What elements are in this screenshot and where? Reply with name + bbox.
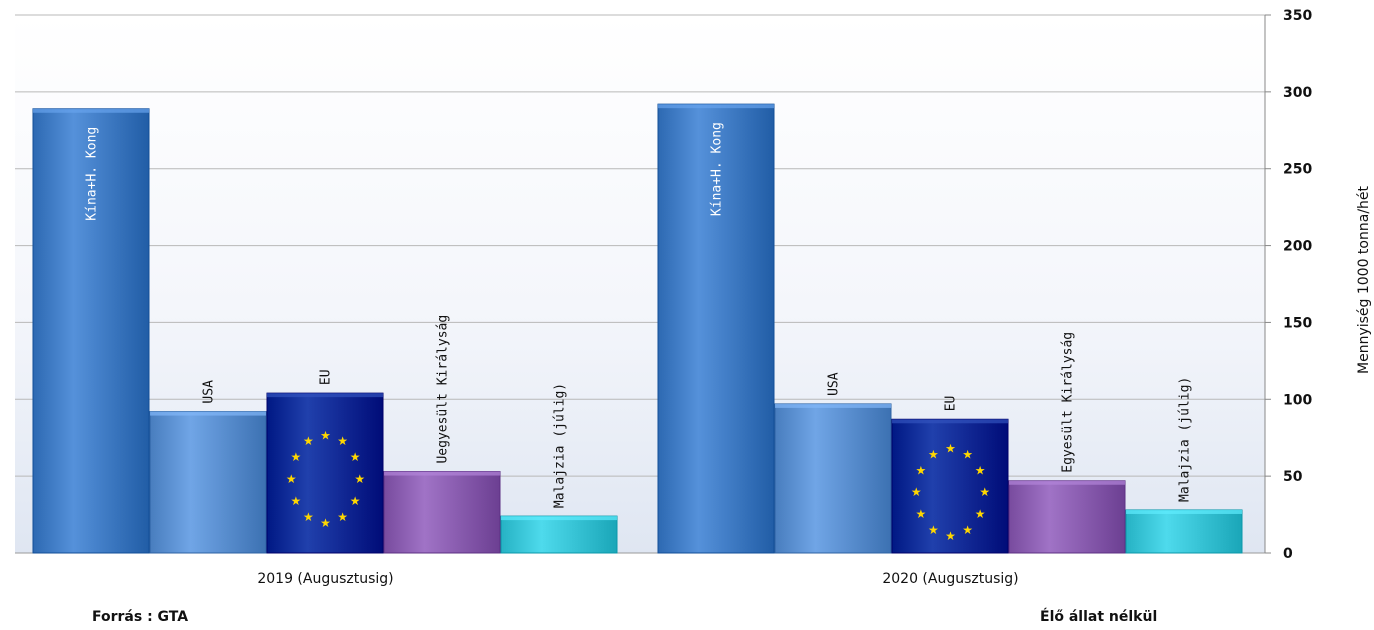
bar-label: EU bbox=[944, 396, 959, 412]
bar-top-highlight bbox=[1009, 480, 1125, 485]
bar-usa bbox=[774, 403, 892, 554]
eu-star-icon: ★ bbox=[945, 529, 956, 543]
y-tick-label: 200 bbox=[1283, 239, 1312, 255]
bar-label: USA bbox=[827, 372, 842, 396]
eu-star-icon: ★ bbox=[915, 507, 926, 521]
y-tick-label: 250 bbox=[1283, 162, 1312, 178]
bar-eu bbox=[891, 418, 1009, 554]
bar-uk bbox=[1008, 480, 1126, 554]
source-note: Forrás : GTA bbox=[92, 609, 189, 625]
bar-top-highlight bbox=[33, 108, 149, 113]
eu-star-icon: ★ bbox=[975, 507, 986, 521]
bar-labels: Kína+H. Kong USA EU Uegyesült Királyság Mala… bbox=[85, 122, 1193, 508]
bar-malaysia bbox=[500, 515, 618, 554]
bars: ★ ★★★★★★★★★★★★ ★★★★★★★★★★★ bbox=[32, 103, 1243, 554]
eu-star-icon: ★ bbox=[337, 510, 348, 524]
eu-star-icon: ★ bbox=[350, 494, 361, 508]
eu-star-icon: ★ bbox=[928, 447, 939, 461]
bar-top-highlight bbox=[150, 411, 266, 416]
eu-star-icon: ★ bbox=[290, 494, 301, 508]
y-tick-label: 100 bbox=[1283, 392, 1312, 408]
y-tick-label: 0 bbox=[1283, 546, 1293, 562]
y-axis-title: Mennyiség 1000 tonna/hét bbox=[1356, 185, 1372, 374]
bar-top-highlight bbox=[892, 419, 1008, 424]
y-axis: 0 50 100 150 200 250 300 350 bbox=[1264, 8, 1312, 562]
bar-eu bbox=[266, 392, 384, 554]
eu-star-icon: ★ bbox=[286, 472, 297, 486]
bar-label: Malajzia (júlig) bbox=[553, 383, 568, 508]
eu-star-icon: ★ bbox=[303, 434, 314, 448]
bar-uk bbox=[383, 471, 501, 554]
eu-star-icon: ★ bbox=[928, 523, 939, 537]
eu-star-icon: ★ bbox=[962, 523, 973, 537]
eu-star-icon: ★ bbox=[303, 510, 314, 524]
eu-star-icon: ★ bbox=[290, 450, 301, 464]
y-tick-label: 50 bbox=[1283, 469, 1303, 485]
eu-star-icon: ★ bbox=[975, 463, 986, 477]
bar-top-highlight bbox=[384, 471, 500, 476]
y-tick-label: 300 bbox=[1283, 85, 1312, 101]
category-label: 2019 (Augusztusig) bbox=[257, 571, 393, 587]
bar-china bbox=[657, 103, 775, 554]
bar-label: Egyesült Királyság bbox=[1061, 332, 1076, 473]
bar-china bbox=[32, 108, 150, 554]
bar-top-highlight bbox=[658, 104, 774, 109]
bar-malaysia bbox=[1125, 509, 1243, 554]
bar-top-highlight bbox=[501, 516, 617, 521]
category-label: 2020 (Augusztusig) bbox=[882, 571, 1018, 587]
bar-usa bbox=[149, 411, 267, 554]
bar-top-highlight bbox=[267, 393, 383, 398]
bar-label: USA bbox=[202, 380, 217, 404]
eu-star-icon: ★ bbox=[911, 485, 922, 499]
bar-label: EU bbox=[319, 369, 334, 385]
eu-star-icon: ★ bbox=[945, 441, 956, 455]
bar-label: Uegyesült Királyság bbox=[436, 315, 451, 464]
eu-star-icon: ★ bbox=[979, 485, 990, 499]
eu-star-icon: ★ bbox=[354, 472, 365, 486]
bar-label: Kína+H. Kong bbox=[710, 122, 725, 216]
footnote: Élő állat nélkül bbox=[1040, 609, 1158, 625]
x-axis: 2019 (Augusztusig) 2020 (Augusztusig) bbox=[257, 571, 1018, 587]
eu-star-icon: ★ bbox=[962, 447, 973, 461]
bar-top-highlight bbox=[1126, 509, 1242, 514]
y-tick-label: 150 bbox=[1283, 315, 1312, 331]
bar-label: Malajzia (júlig) bbox=[1178, 377, 1193, 502]
eu-star-icon: ★ bbox=[337, 434, 348, 448]
bar-top-highlight bbox=[775, 403, 891, 408]
eu-star-icon: ★ bbox=[320, 428, 331, 442]
eu-star-icon: ★ bbox=[915, 463, 926, 477]
eu-star-icon: ★ bbox=[350, 450, 361, 464]
y-tick-label: 350 bbox=[1283, 8, 1312, 24]
eu-star-icon: ★ bbox=[320, 516, 331, 530]
bar-label: Kína+H. Kong bbox=[85, 127, 100, 221]
